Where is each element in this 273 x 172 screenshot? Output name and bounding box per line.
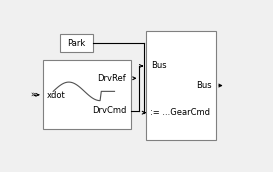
Text: »: » [30, 90, 35, 99]
Text: := ...GearCmd: := ...GearCmd [150, 108, 210, 117]
Bar [60, 34, 93, 52]
Text: DrvCmd: DrvCmd [92, 106, 126, 115]
Text: xdot: xdot [47, 91, 66, 100]
Bar [43, 60, 132, 129]
Bar [146, 31, 216, 140]
Text: Bus: Bus [151, 61, 167, 71]
Text: Park: Park [67, 39, 85, 48]
Text: DrvRef: DrvRef [97, 74, 126, 83]
Text: Bus: Bus [196, 81, 211, 90]
